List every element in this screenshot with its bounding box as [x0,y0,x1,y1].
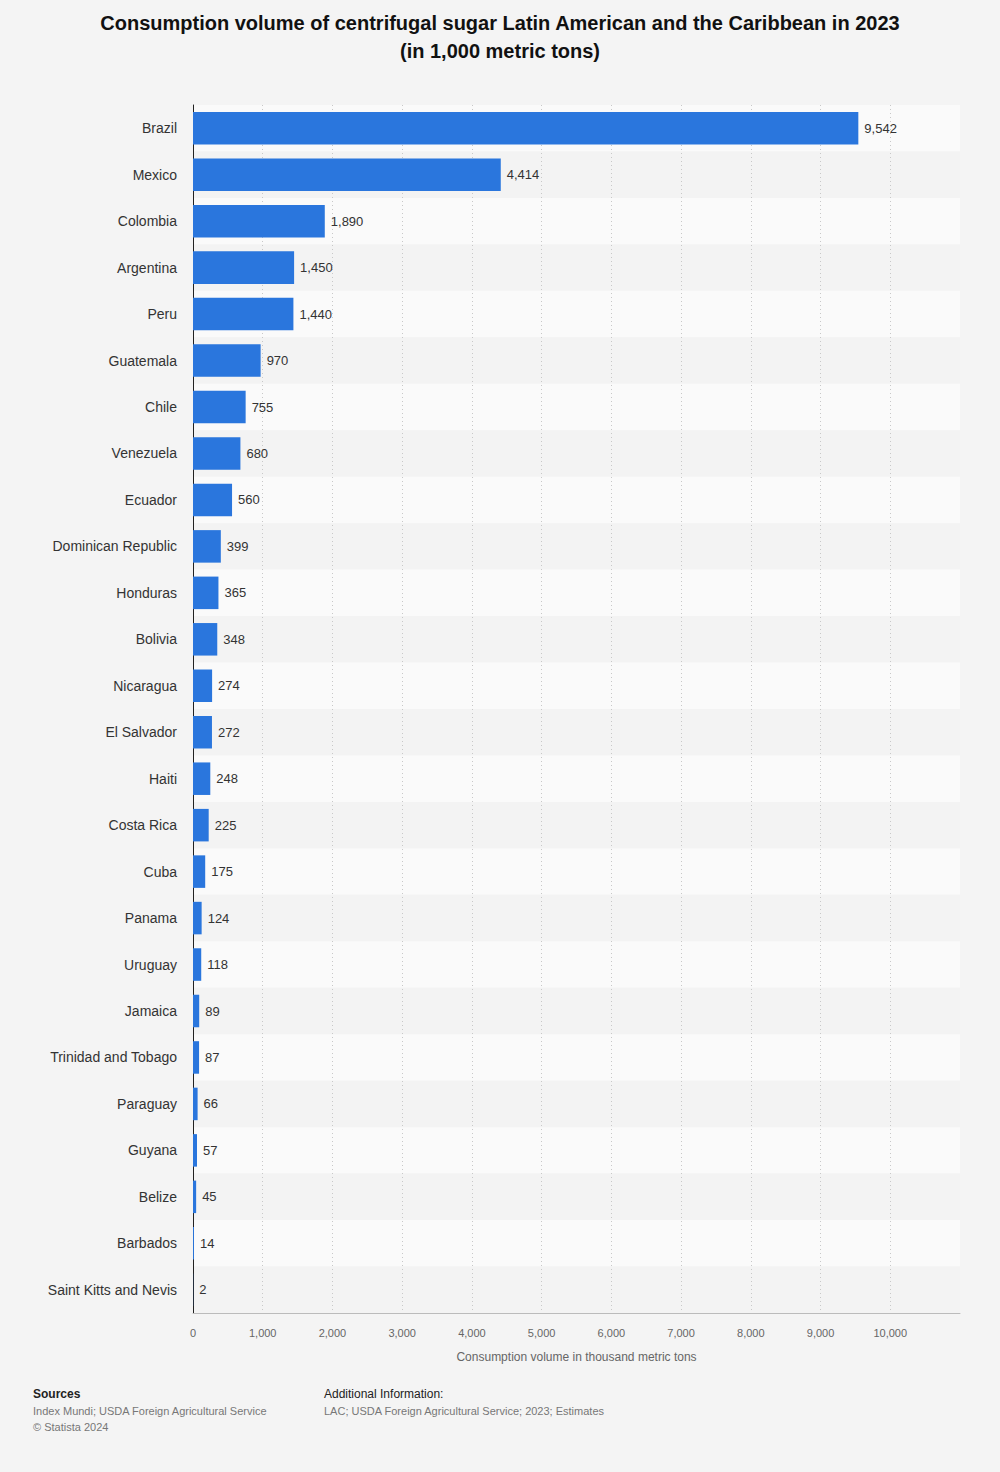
svg-text:5,000: 5,000 [528,1327,556,1339]
svg-text:Colombia: Colombia [118,213,177,229]
svg-text:Nicaragua: Nicaragua [113,678,177,694]
svg-text:680: 680 [246,446,268,461]
svg-text:4,414: 4,414 [507,167,540,182]
svg-text:57: 57 [203,1143,217,1158]
svg-text:El Salvador: El Salvador [105,724,177,740]
svg-text:Cuba: Cuba [144,864,178,880]
svg-text:8,000: 8,000 [737,1327,765,1339]
svg-text:Venezuela: Venezuela [112,445,178,461]
svg-text:14: 14 [200,1236,214,1251]
svg-text:(in 1,000 metric tons): (in 1,000 metric tons) [400,40,600,62]
svg-text:248: 248 [216,771,238,786]
svg-text:10,000: 10,000 [873,1327,907,1339]
svg-text:2: 2 [199,1282,206,1297]
svg-text:118: 118 [207,957,228,972]
svg-text:Haiti: Haiti [149,771,177,787]
svg-text:4,000: 4,000 [458,1327,486,1339]
svg-text:399: 399 [227,539,249,554]
svg-text:© Statista 2024: © Statista 2024 [33,1421,108,1433]
svg-text:7,000: 7,000 [667,1327,695,1339]
svg-text:Sources: Sources [33,1387,81,1401]
svg-text:LAC; USDA Foreign Agricultural: LAC; USDA Foreign Agricultural Service; … [324,1405,605,1417]
svg-text:755: 755 [252,400,274,415]
svg-text:3,000: 3,000 [388,1327,416,1339]
svg-text:124: 124 [208,911,230,926]
svg-text:Consumption volume in thousand: Consumption volume in thousand metric to… [456,1350,696,1364]
svg-text:Brazil: Brazil [142,120,177,136]
svg-text:274: 274 [218,678,240,693]
svg-text:970: 970 [267,353,289,368]
svg-text:Ecuador: Ecuador [125,492,177,508]
svg-text:9,542: 9,542 [864,121,897,136]
svg-text:45: 45 [202,1189,216,1204]
svg-text:560: 560 [238,492,260,507]
svg-text:Guatemala: Guatemala [109,353,178,369]
svg-text:Additional Information:: Additional Information: [324,1387,443,1401]
svg-text:Jamaica: Jamaica [125,1003,177,1019]
svg-text:Paraguay: Paraguay [117,1096,177,1112]
svg-text:Index Mundi; USDA Foreign Agri: Index Mundi; USDA Foreign Agricultural S… [33,1405,267,1417]
svg-text:Uruguay: Uruguay [124,957,177,973]
svg-text:2,000: 2,000 [319,1327,347,1339]
svg-text:348: 348 [223,632,245,647]
svg-text:1,450: 1,450 [300,260,333,275]
svg-text:66: 66 [204,1096,218,1111]
svg-text:89: 89 [205,1004,219,1019]
svg-text:Belize: Belize [139,1189,177,1205]
svg-text:Barbados: Barbados [117,1235,177,1251]
svg-text:Argentina: Argentina [117,260,177,276]
svg-text:Mexico: Mexico [133,167,178,183]
svg-text:Chile: Chile [145,399,177,415]
svg-text:9,000: 9,000 [807,1327,835,1339]
svg-text:272: 272 [218,725,240,740]
svg-text:Trinidad and Tobago: Trinidad and Tobago [50,1049,177,1065]
svg-text:Peru: Peru [147,306,177,322]
svg-text:Panama: Panama [125,910,177,926]
svg-text:365: 365 [224,585,246,600]
svg-text:Bolivia: Bolivia [136,631,177,647]
svg-text:1,440: 1,440 [299,307,332,322]
svg-text:0: 0 [190,1327,196,1339]
svg-text:Guyana: Guyana [128,1142,177,1158]
svg-text:87: 87 [205,1050,219,1065]
svg-text:Honduras: Honduras [116,585,177,601]
svg-text:175: 175 [211,864,233,879]
svg-text:Saint Kitts and Nevis: Saint Kitts and Nevis [48,1282,177,1298]
svg-text:6,000: 6,000 [598,1327,626,1339]
svg-text:1,000: 1,000 [249,1327,277,1339]
svg-text:Dominican Republic: Dominican Republic [52,538,177,554]
svg-text:225: 225 [215,818,237,833]
svg-text:Consumption volume of centrifu: Consumption volume of centrifugal sugar … [100,12,899,34]
svg-text:1,890: 1,890 [331,214,364,229]
svg-text:Costa Rica: Costa Rica [109,817,178,833]
